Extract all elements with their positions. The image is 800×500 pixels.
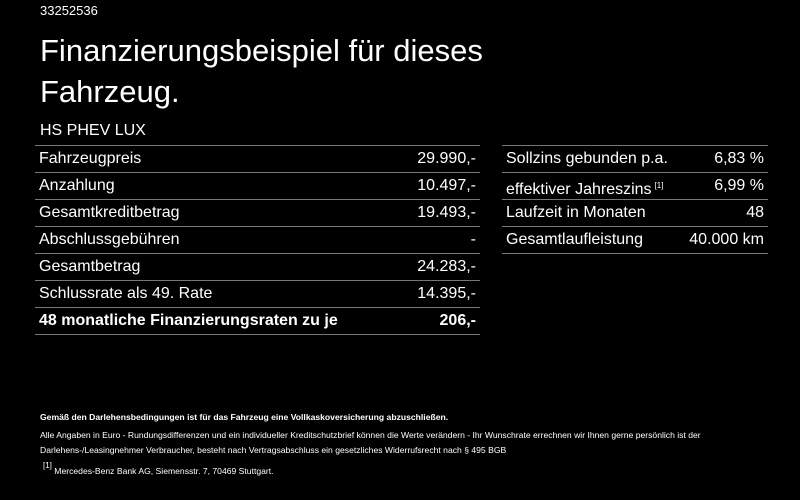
table-row: Gesamtbetrag 24.283,- <box>35 254 480 281</box>
row-value: 14.395,- <box>417 285 476 302</box>
row-label: Sollzins gebunden p.a. <box>506 146 668 172</box>
row-label: Gesamtlaufleistung <box>506 227 643 253</box>
row-value: 206,- <box>439 312 476 329</box>
table-row: Anzahlung 10.497,- <box>35 173 480 200</box>
row-label: Abschlussgebühren <box>39 227 180 253</box>
label-text: Gesamtkreditbetrag <box>39 204 180 221</box>
table-row: Laufzeit in Monaten 48 <box>502 200 768 227</box>
label-text: Gesamtlaufleistung <box>506 231 643 248</box>
footnote-marker: [1] <box>654 181 664 190</box>
table-row: Gesamtlaufleistung 40.000 km <box>502 227 768 254</box>
row-label: Fahrzeugpreis <box>39 146 141 172</box>
label-text: effektiver Jahreszins <box>506 181 652 198</box>
footer: Gemäß den Darlehensbedingungen ist für d… <box>40 410 760 479</box>
row-value: 6,83 % <box>714 150 764 167</box>
row-value: 19.493,- <box>417 204 476 221</box>
table-row: Sollzins gebunden p.a. 6,83 % <box>502 146 768 173</box>
model-name: HS PHEV LUX <box>40 122 146 139</box>
label-text: 48 monatliche Finanzierungsraten zu je <box>39 312 338 329</box>
row-value: 24.283,- <box>417 258 476 275</box>
footnote-text: Mercedes-Benz Bank AG, Siemensstr. 7, 70… <box>54 466 274 476</box>
footer-text: Alle Angaben in Euro - Rundungsdifferenz… <box>40 430 701 455</box>
row-label: 48 monatliche Finanzierungsraten zu je <box>39 308 338 334</box>
row-value: 10.497,- <box>417 177 476 194</box>
row-value: 6,99 % <box>714 177 764 194</box>
table-row: Fahrzeugpreis 29.990,- <box>35 146 480 173</box>
label-text: Gesamtbetrag <box>39 258 141 275</box>
footer-bold: Gemäß den Darlehensbedingungen ist für d… <box>40 412 449 422</box>
table-row: effektiver Jahreszins [1] 6,99 % <box>502 173 768 200</box>
row-label: Laufzeit in Monaten <box>506 200 646 226</box>
label-text: Laufzeit in Monaten <box>506 204 646 221</box>
row-label: Schlussrate als 49. Rate <box>39 281 212 307</box>
footnote: [1] Mercedes-Benz Bank AG, Siemensstr. 7… <box>40 458 760 479</box>
label-text: Schlussrate als 49. Rate <box>39 285 213 302</box>
row-label: Gesamtkreditbetrag <box>39 200 180 226</box>
table-row: Gesamtkreditbetrag 19.493,- <box>35 200 480 227</box>
row-value: 48 <box>746 204 764 221</box>
table-row: Abschlussgebühren - <box>35 227 480 254</box>
reference-id: 33252536 <box>40 3 98 18</box>
left-table: Fahrzeugpreis 29.990,- Anzahlung 10.497,- Ge… <box>35 145 480 335</box>
label-text: Sollzins gebunden p.a. <box>506 150 668 167</box>
table-row: Schlussrate als 49. Rate 14.395,- <box>35 281 480 308</box>
row-value: 29.990,- <box>417 150 476 167</box>
row-value: 40.000 km <box>689 231 764 248</box>
label-text: Fahrzeugpreis <box>39 150 142 167</box>
row-label: Gesamtbetrag <box>39 254 140 280</box>
label-text: Anzahlung <box>39 177 115 194</box>
row-label: effektiver Jahreszins [1] <box>506 173 663 199</box>
table-row: 48 monatliche Finanzierungsraten zu je 20… <box>35 308 480 335</box>
label-text: Abschlussgebühren <box>39 231 180 248</box>
row-label: Anzahlung <box>39 173 115 199</box>
row-value: - <box>470 231 476 248</box>
right-table: Sollzins gebunden p.a. 6,83 % effektiver J… <box>502 145 768 254</box>
footnote-marker: [1] <box>43 461 52 470</box>
title: Finanzierungsbeispiel für dieses Fahrzeu… <box>40 33 483 109</box>
